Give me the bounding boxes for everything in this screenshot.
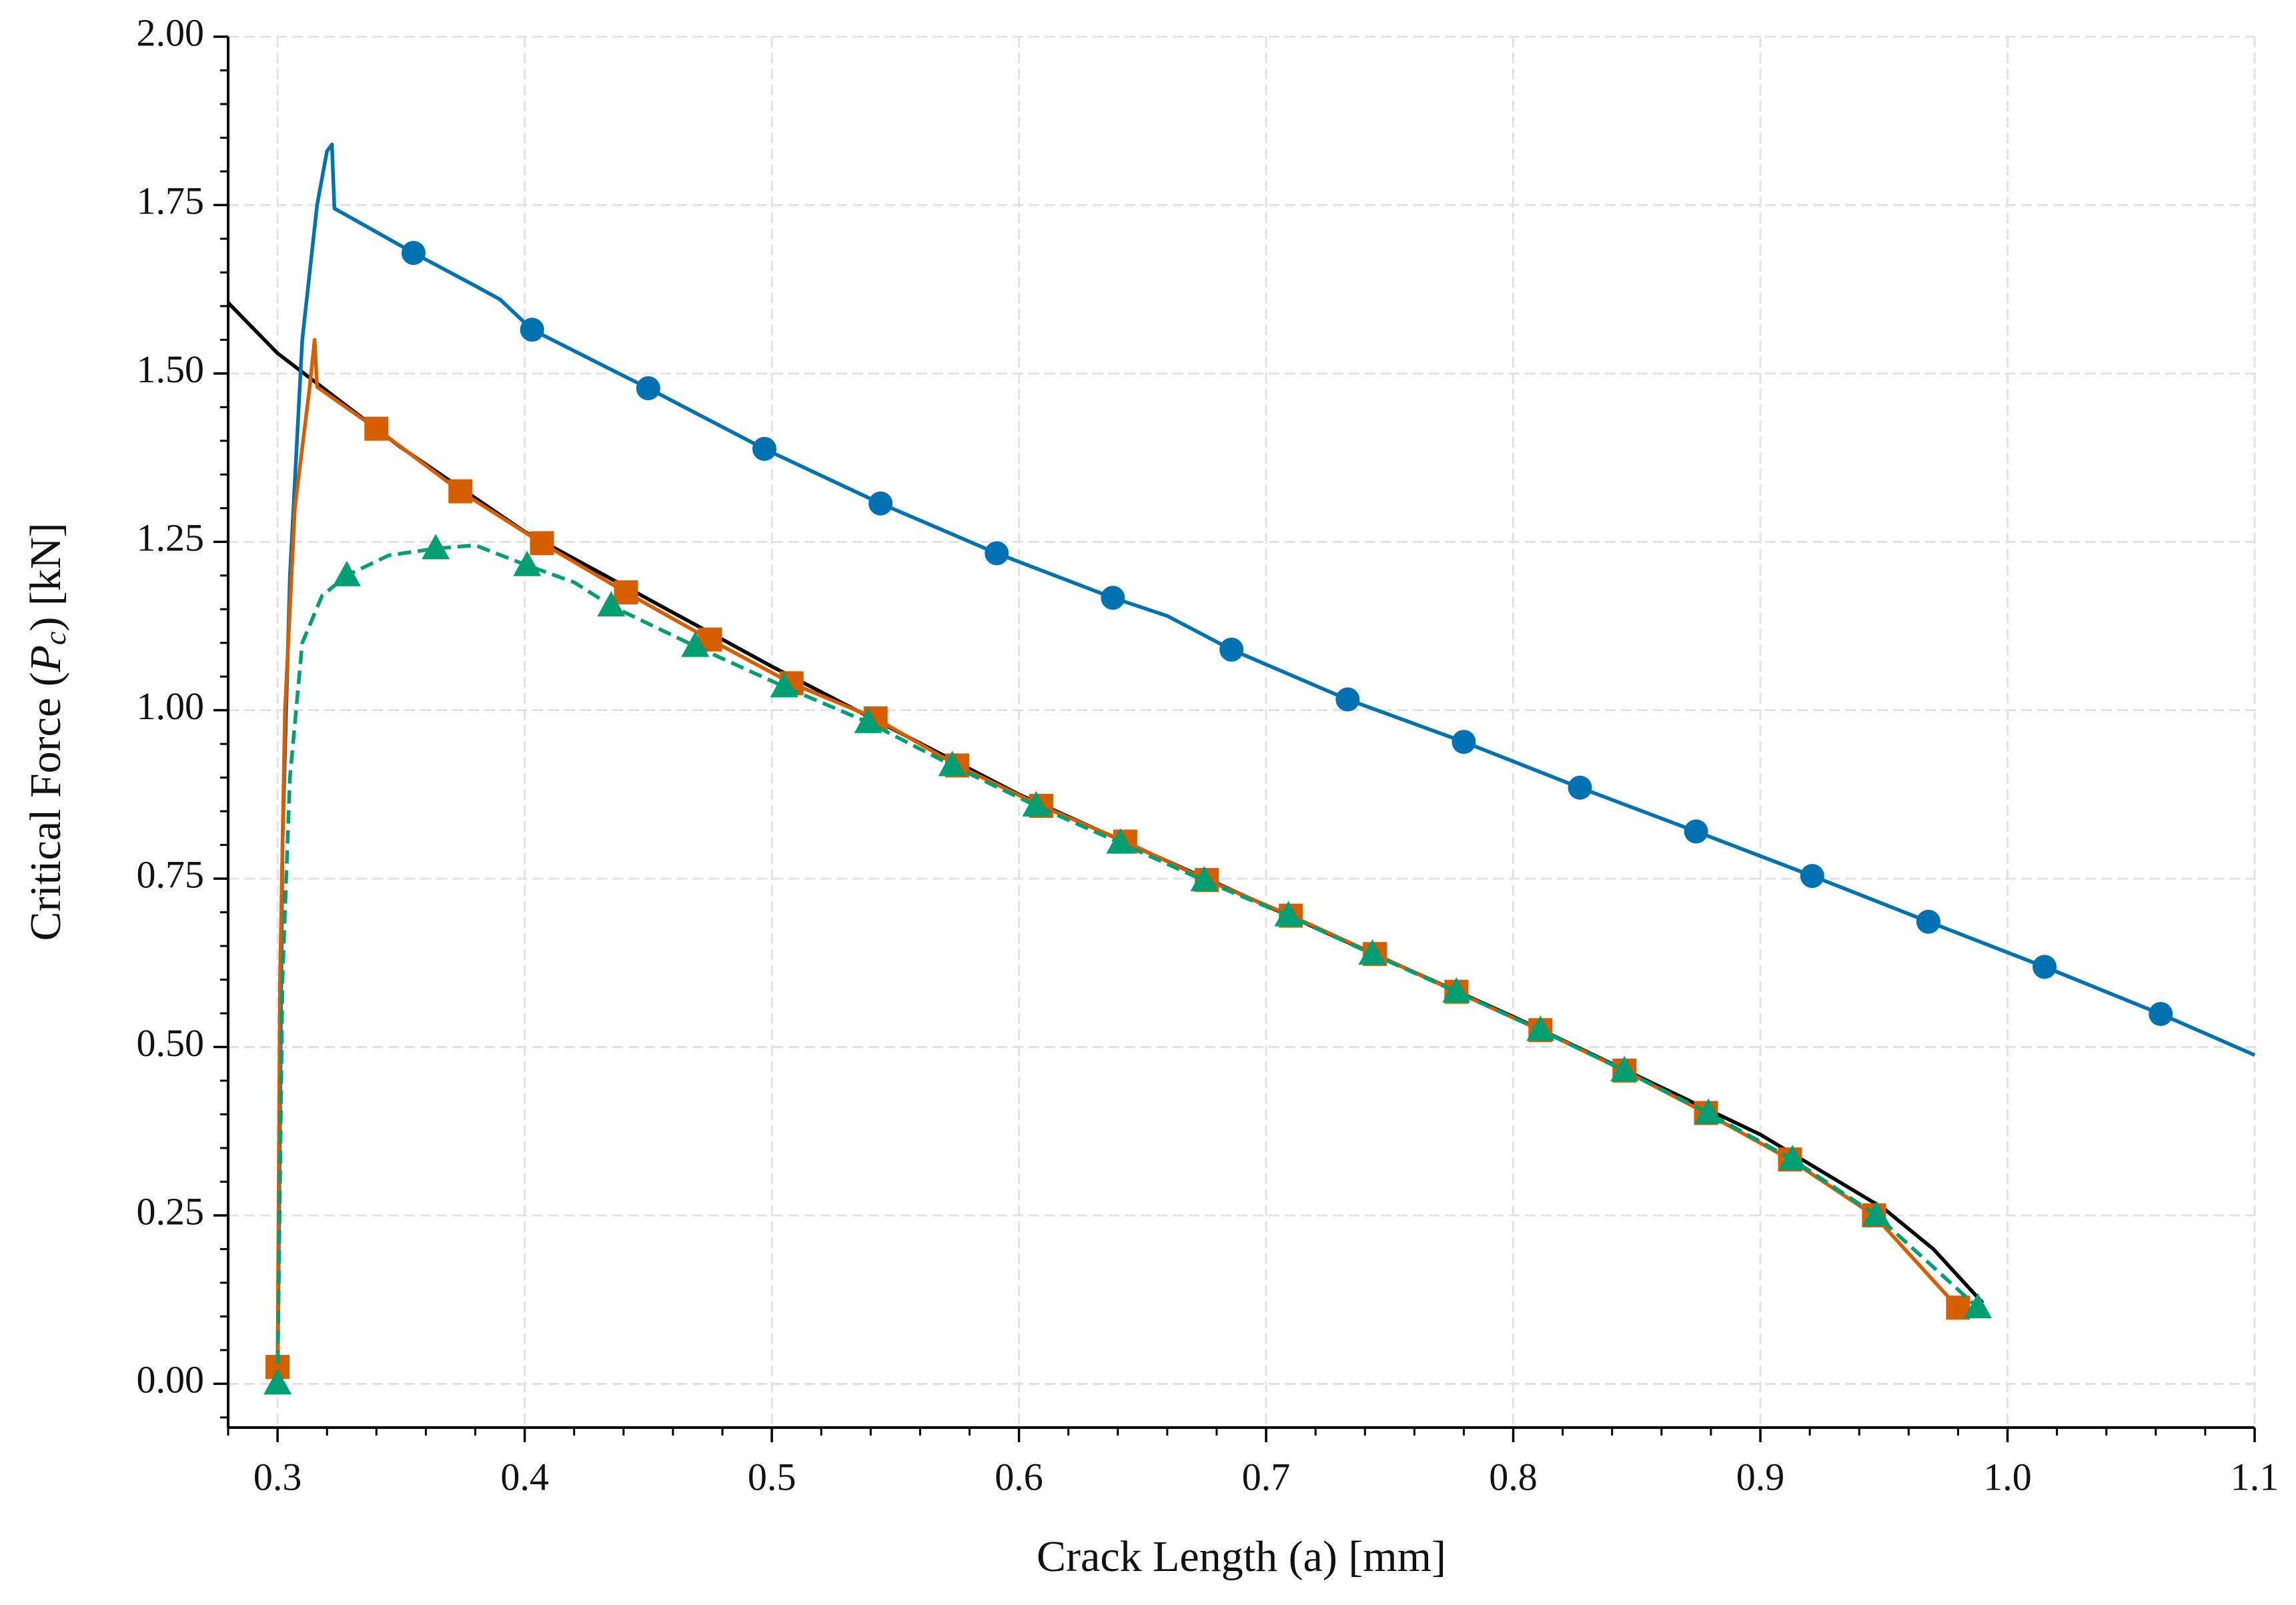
marker [1862,1200,1891,1226]
marker [1358,939,1387,965]
marker [938,750,967,776]
marker [1568,775,1592,800]
x-tick-label: 0.7 [1242,1455,1291,1498]
marker [263,1369,292,1395]
marker [2033,955,2057,979]
y-tick-label: 0.75 [137,853,205,896]
marker [854,707,883,733]
marker [869,491,893,516]
marker [364,416,389,441]
y-tick-label: 1.25 [137,516,205,560]
marker [530,531,554,556]
x-tick-label: 0.5 [748,1455,796,1498]
series-line [227,301,1984,1305]
marker [1106,828,1135,854]
marker [520,318,544,342]
y-label-text: Critical Force ( [21,672,70,941]
y-tick-label: 1.75 [137,179,205,223]
series-line [275,543,1979,1384]
x-tick-label: 1.0 [1983,1455,2032,1498]
y-tick-label: 0.25 [137,1189,205,1233]
y-tick-label: 0.50 [137,1021,205,1065]
marker [1452,730,1476,754]
marker [1335,687,1360,712]
marker [1526,1015,1555,1041]
marker [1190,866,1219,892]
marker [513,550,542,576]
marker [1442,977,1471,1003]
y-tick-label: 1.50 [137,348,205,391]
marker [1694,1098,1723,1124]
marker [332,560,361,586]
y-tick-label: 0.00 [137,1358,205,1402]
y-axis-label: Critical Force (Pc) [kN] [21,522,71,941]
x-tick-label: 0.4 [500,1455,549,1498]
marker [1964,1293,1992,1319]
marker [770,672,798,698]
marker [1610,1055,1639,1081]
marker [1101,586,1125,610]
marker [2149,1002,2173,1027]
marker [422,534,450,560]
marker [1916,909,1940,934]
y-label-text: ) [kN] [21,522,70,631]
marker [1274,901,1303,927]
marker [1684,819,1708,844]
marker [401,241,426,265]
marker [448,479,473,504]
x-tick-label: 0.9 [1736,1455,1785,1498]
x-tick-label: 0.8 [1489,1455,1538,1498]
marker [1219,637,1244,662]
y-label-subscript: c [38,632,72,645]
x-tick-label: 0.6 [995,1455,1043,1498]
x-tick-label: 0.3 [253,1455,302,1498]
y-tick-label: 1.00 [137,684,205,728]
y-tick-label: 2.00 [137,11,205,54]
x-tick-label: 1.1 [2231,1455,2279,1498]
marker [985,541,1009,566]
marker [597,591,626,617]
marker [1778,1145,1807,1171]
marker [1800,864,1824,889]
marker [1022,791,1051,817]
marker [681,631,710,657]
marker [752,436,776,461]
y-label-symbol: P [21,645,70,672]
marker [636,376,660,401]
x-axis-label: Crack Length (a) [mm] [1037,1532,1446,1581]
marker [614,580,638,604]
